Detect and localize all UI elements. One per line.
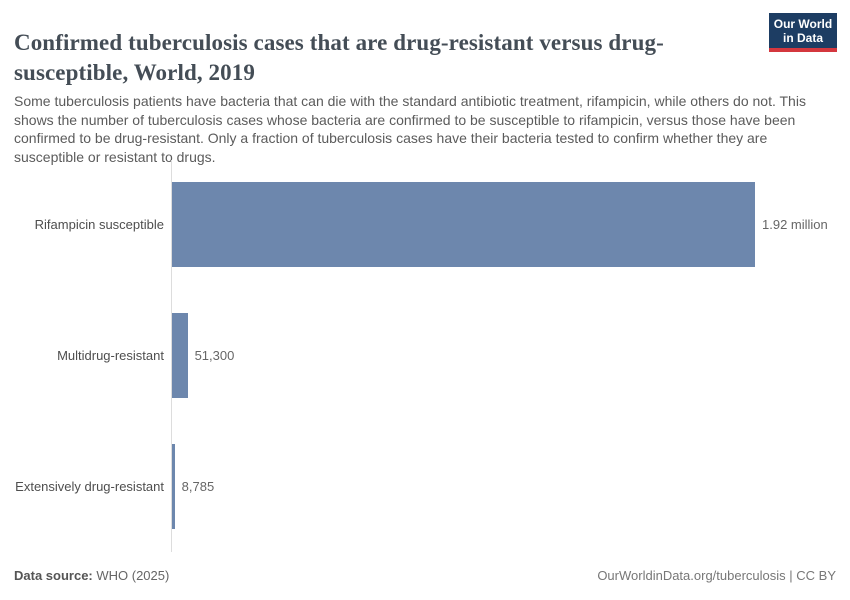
- data-source-value: WHO (2025): [92, 568, 170, 583]
- bar-chart: Rifampicin susceptible 1.92 million Multid…: [0, 160, 850, 552]
- footer-right: OurWorldinData.org/tuberculosis | CC BY: [597, 568, 836, 583]
- data-source: Data source: WHO (2025): [14, 568, 169, 583]
- owid-logo-line1: Our World: [773, 16, 833, 31]
- data-source-label: Data source:: [14, 568, 93, 583]
- chart-subtitle: Some tuberculosis patients have bacteria…: [14, 93, 806, 165]
- bar[interactable]: [172, 313, 188, 398]
- bar[interactable]: [172, 182, 755, 267]
- bar-label: Rifampicin susceptible: [34, 217, 164, 232]
- bar[interactable]: [172, 444, 175, 529]
- bar-value: 8,785: [181, 479, 215, 494]
- owid-logo[interactable]: Our World in Data: [769, 13, 837, 52]
- chart-footer: Data source: WHO (2025) OurWorldinData.o…: [14, 568, 836, 583]
- footer-license: CC BY: [796, 568, 836, 583]
- bar-label: Multidrug-resistant: [57, 348, 164, 363]
- bar-label: Extensively drug-resistant: [15, 479, 164, 494]
- owid-logo-line2: in Data: [782, 30, 823, 45]
- footer-separator: |: [785, 568, 797, 583]
- bar-value: 1.92 million: [762, 217, 828, 232]
- chart-title: Confirmed tuberculosis cases that are dr…: [14, 30, 664, 86]
- y-axis-line: [171, 160, 172, 552]
- bar-value: 51,300: [194, 348, 235, 363]
- footer-link[interactable]: OurWorldinData.org/tuberculosis: [597, 568, 786, 583]
